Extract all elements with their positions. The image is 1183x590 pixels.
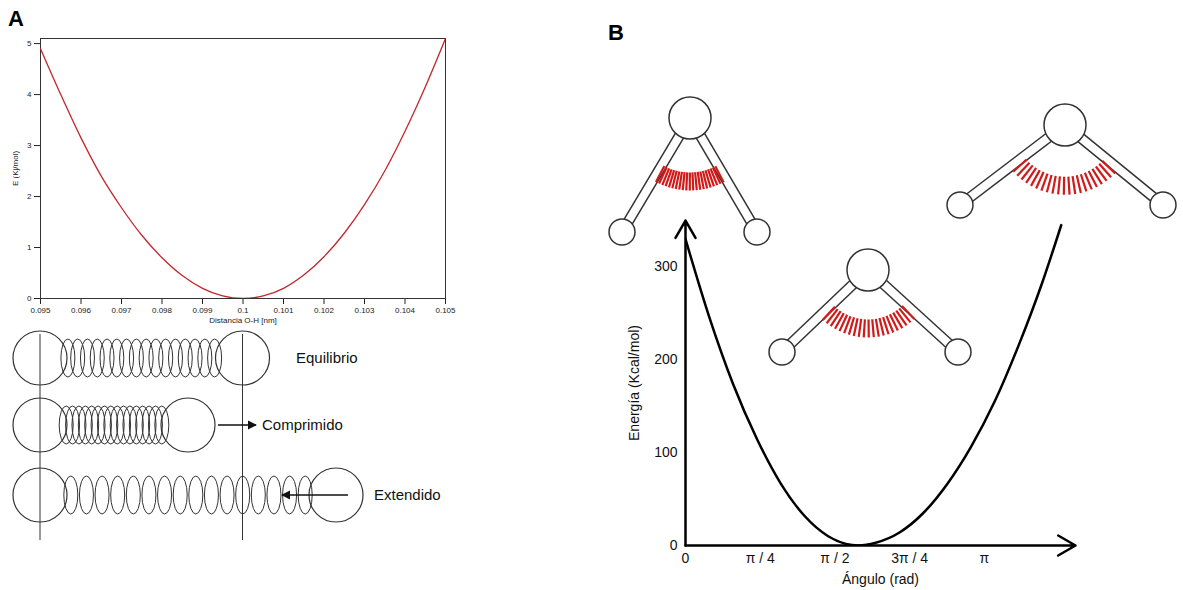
svg-text:Distancia O-H [nm]: Distancia O-H [nm] bbox=[209, 316, 277, 325]
svg-text:π / 2: π / 2 bbox=[820, 550, 849, 566]
svg-text:B: B bbox=[608, 20, 624, 45]
svg-text:0.1: 0.1 bbox=[237, 306, 249, 315]
svg-text:4: 4 bbox=[27, 90, 32, 99]
svg-text:Equilibrio: Equilibrio bbox=[296, 349, 358, 366]
svg-text:Comprimido: Comprimido bbox=[262, 416, 343, 433]
svg-text:Ángulo (rad): Ángulo (rad) bbox=[842, 571, 919, 587]
svg-text:3: 3 bbox=[27, 141, 32, 150]
svg-text:0.096: 0.096 bbox=[71, 306, 92, 315]
svg-text:0.103: 0.103 bbox=[354, 306, 375, 315]
svg-text:200: 200 bbox=[654, 351, 678, 367]
svg-text:A: A bbox=[8, 6, 24, 31]
svg-text:300: 300 bbox=[654, 258, 678, 274]
svg-text:E (Kj/mol): E (Kj/mol) bbox=[11, 151, 20, 186]
svg-text:Extendido: Extendido bbox=[374, 486, 441, 503]
svg-text:0.097: 0.097 bbox=[111, 306, 132, 315]
svg-text:0.095: 0.095 bbox=[30, 306, 51, 315]
svg-text:1: 1 bbox=[27, 243, 32, 252]
svg-text:Energía (Kcal/mol): Energía (Kcal/mol) bbox=[626, 325, 642, 441]
svg-text:0.104: 0.104 bbox=[395, 306, 416, 315]
svg-text:π: π bbox=[979, 550, 989, 566]
svg-text:0: 0 bbox=[670, 537, 678, 553]
svg-text:0.102: 0.102 bbox=[314, 306, 335, 315]
svg-text:0: 0 bbox=[27, 294, 32, 303]
svg-text:3π / 4: 3π / 4 bbox=[891, 550, 928, 566]
svg-text:0.101: 0.101 bbox=[273, 306, 294, 315]
svg-text:0: 0 bbox=[682, 550, 690, 566]
svg-text:0.105: 0.105 bbox=[435, 306, 456, 315]
svg-text:π / 4: π / 4 bbox=[746, 550, 775, 566]
svg-text:0.098: 0.098 bbox=[152, 306, 173, 315]
svg-text:100: 100 bbox=[654, 444, 678, 460]
svg-text:5: 5 bbox=[27, 39, 32, 48]
svg-text:2: 2 bbox=[27, 192, 32, 201]
svg-text:0.099: 0.099 bbox=[192, 306, 213, 315]
